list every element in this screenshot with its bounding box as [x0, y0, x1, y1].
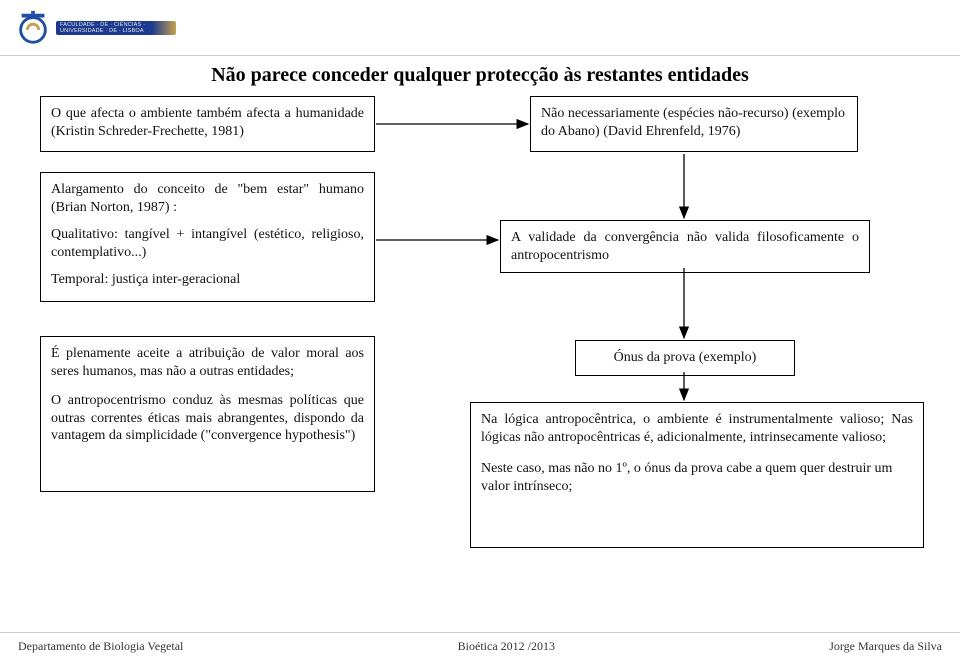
footer-center: Bioética 2012 /2013	[458, 639, 555, 654]
box-line: É plenamente aceite a atribuição de valo…	[51, 345, 364, 380]
institution-logo	[14, 9, 52, 47]
box-line: Neste caso, mas não no 1º, o ónus da pro…	[481, 460, 913, 495]
box-convergence-validity: A validade da convergência não valida fi…	[500, 220, 870, 273]
box-line: Na lógica antropocêntrica, o ambiente é …	[481, 411, 913, 446]
box-line: Alargamento do conceito de "bem estar" h…	[51, 181, 364, 216]
box-text: O que afecta o ambiente também afecta a …	[51, 106, 364, 139]
footer-bar: Departamento de Biologia Vegetal Bioétic…	[0, 632, 960, 662]
header-bar: FACULDADE · DE · CIÊNCIAS · UNIVERSIDADE…	[0, 0, 960, 56]
box-text: A validade da convergência não valida fi…	[511, 230, 859, 263]
institution-banner-text: FACULDADE · DE · CIÊNCIAS · UNIVERSIDADE…	[60, 22, 176, 34]
institution-banner: FACULDADE · DE · CIÊNCIAS · UNIVERSIDADE…	[56, 21, 176, 35]
box-not-necessarily: Não necessariamente (espécies não-recurs…	[530, 96, 858, 152]
box-burden-of-proof: Ónus da prova (exemplo)	[575, 340, 795, 376]
box-line: Temporal: justiça inter-geracional	[51, 271, 364, 289]
slide-title: Não parece conceder qualquer protecção à…	[0, 64, 960, 87]
box-line: Qualitativo: tangível + intangível (esté…	[51, 226, 364, 261]
footer-left: Departamento de Biologia Vegetal	[18, 639, 183, 654]
box-text: Não necessariamente (espécies não-recurs…	[541, 106, 845, 139]
box-broader-wellbeing: Alargamento do conceito de "bem estar" h…	[40, 172, 375, 302]
box-moral-value: É plenamente aceite a atribuição de valo…	[40, 336, 375, 492]
box-text: Ónus da prova (exemplo)	[614, 350, 757, 365]
box-affects-environment: O que afecta o ambiente também afecta a …	[40, 96, 375, 152]
box-logic-anthropocentric: Na lógica antropocêntrica, o ambiente é …	[470, 402, 924, 548]
box-line: O antropocentrismo conduz às mesmas polí…	[51, 392, 364, 445]
footer-right: Jorge Marques da Silva	[829, 639, 942, 654]
